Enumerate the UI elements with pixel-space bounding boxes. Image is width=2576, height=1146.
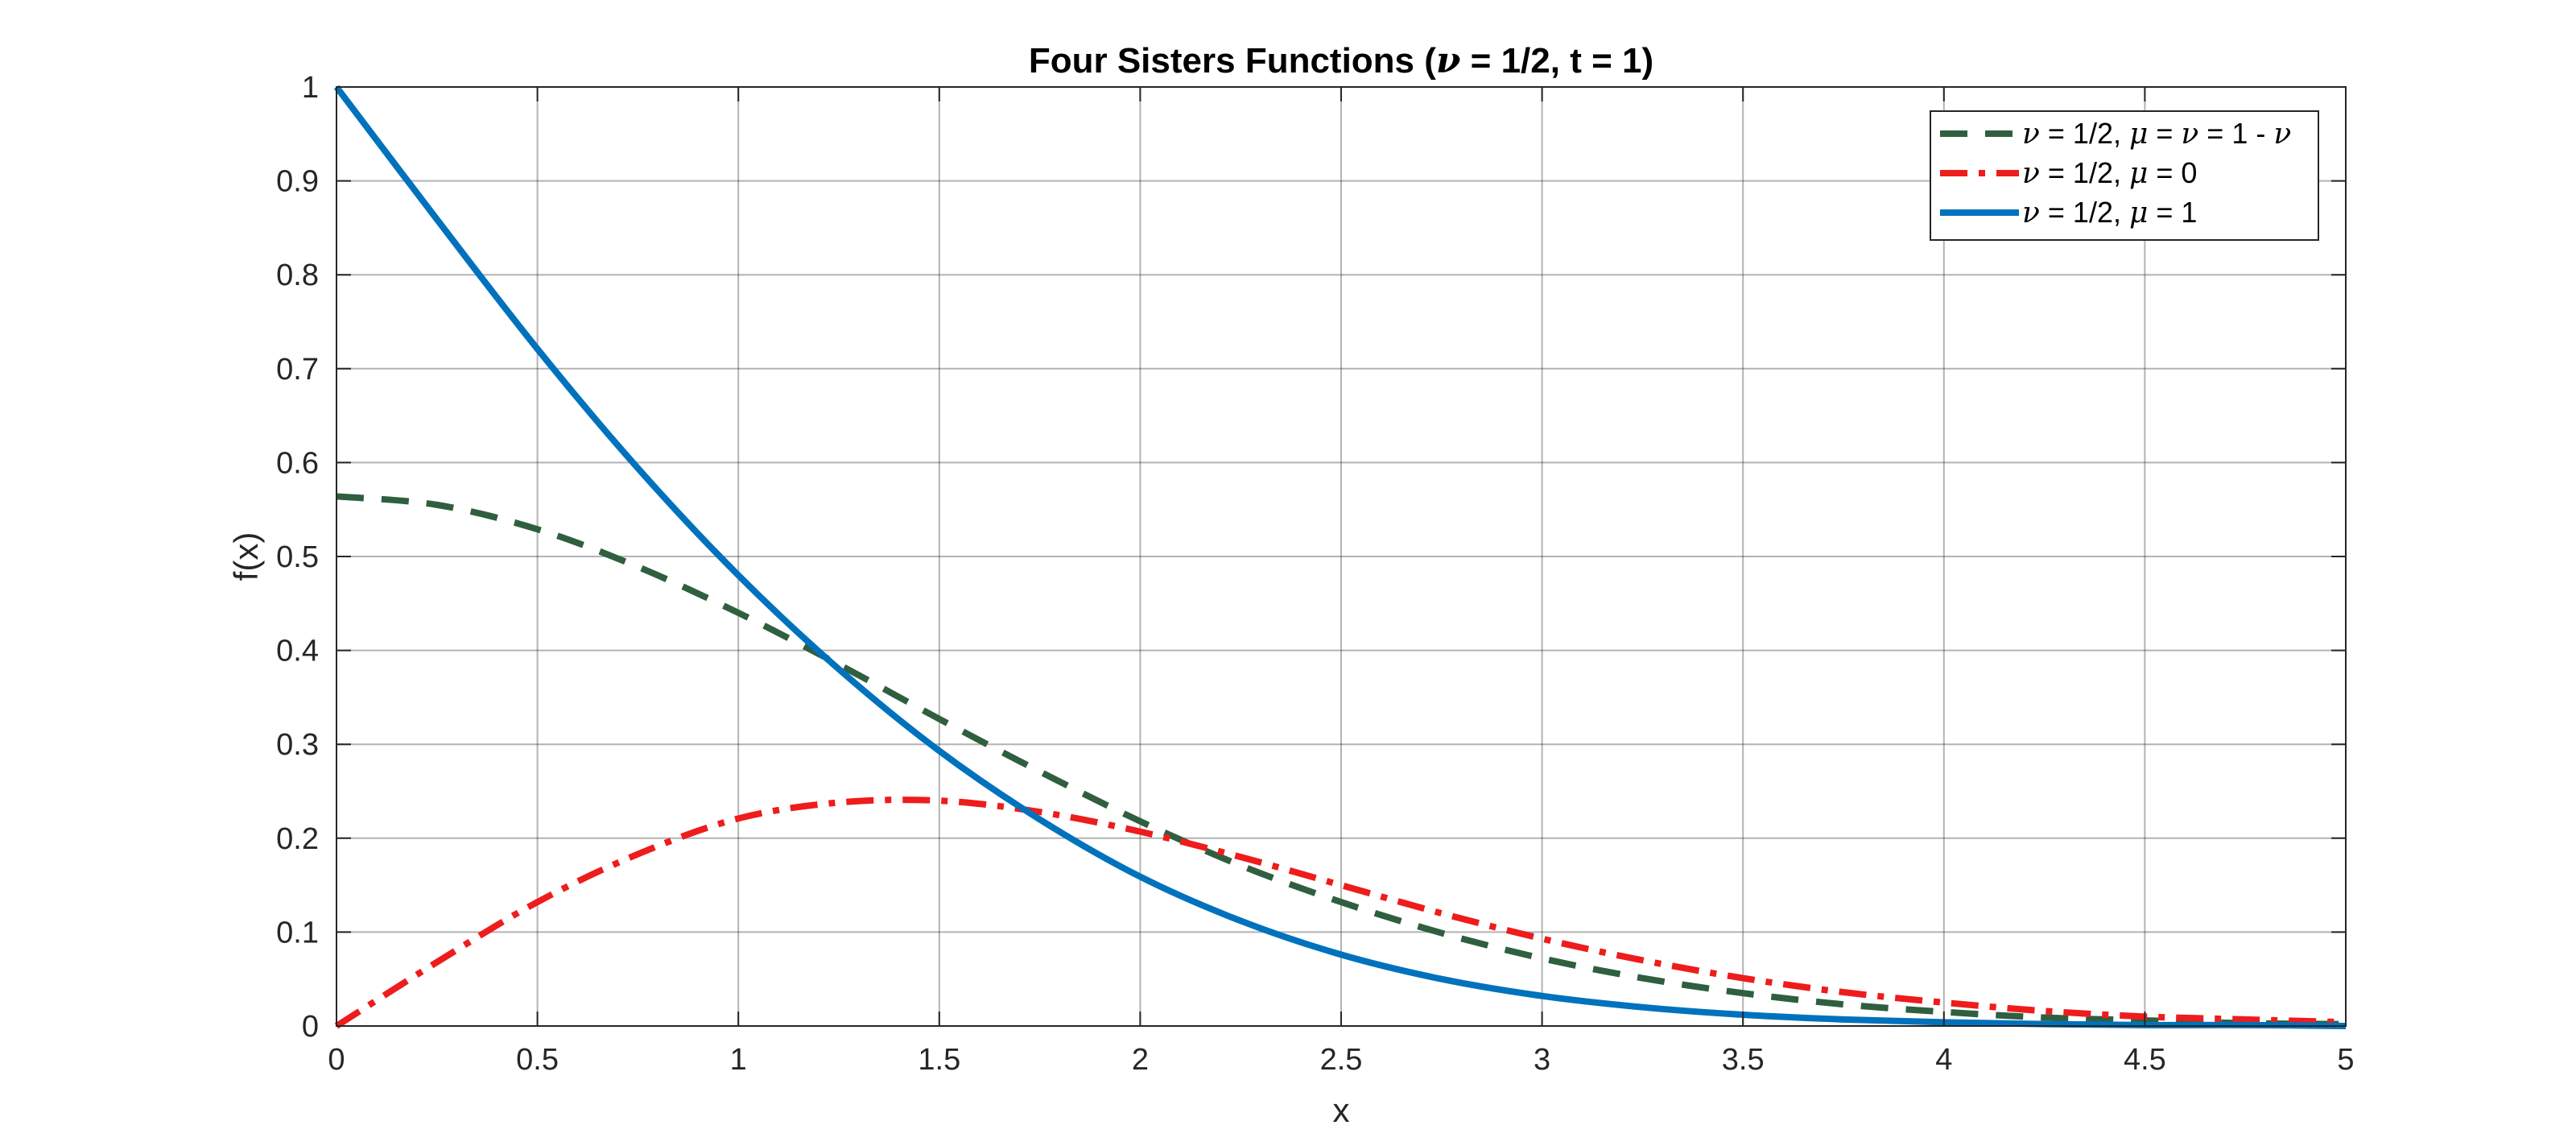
legend-label-part: = 1 - — [2198, 117, 2273, 150]
y-tick-label: 0.1 — [276, 916, 319, 949]
grid — [336, 87, 2346, 1026]
chart-title: Four Sisters Functions (ν = 1/2, t = 1) — [1029, 40, 1653, 81]
legend-label-part: ν — [2022, 118, 2040, 151]
x-tick-label: 5 — [2337, 1043, 2354, 1077]
series-line-1 — [336, 493, 2347, 1028]
y-tick-label: 0 — [302, 1010, 319, 1044]
y-tick-label: 0.6 — [276, 446, 319, 480]
legend: ν = 1/2, μ = ν = 1 - νν = 1/2, μ = 0ν = … — [1930, 110, 2319, 241]
x-tick-label: 2 — [1132, 1043, 1149, 1077]
y-tick-label: 0.7 — [276, 353, 319, 387]
x-tick-label: 1 — [730, 1043, 747, 1077]
x-tick-label: 4 — [1935, 1043, 1952, 1077]
x-tick-label: 0 — [328, 1043, 345, 1077]
legend-label-1: ν = 1/2, μ = ν = 1 - ν — [2022, 117, 2291, 151]
y-tick-label: 1 — [302, 71, 319, 105]
legend-label-part: = — [2148, 117, 2181, 150]
legend-label-part: μ — [2129, 157, 2148, 190]
plot-area — [336, 87, 2346, 1026]
x-tick-label: 0.5 — [516, 1043, 559, 1077]
legend-label-part: ν — [2022, 197, 2040, 230]
legend-label-part: ν — [2181, 118, 2198, 151]
x-axis-label: x — [1333, 1091, 1350, 1129]
legend-label-part: ν — [2022, 157, 2040, 190]
series-line-3 — [333, 85, 2347, 1029]
y-tick-label: 0.2 — [276, 822, 319, 856]
legend-label-part: μ — [2129, 118, 2148, 151]
y-tick-label: 0.4 — [276, 635, 319, 668]
y-tick-label: 0.8 — [276, 259, 319, 292]
legend-label-part: ν — [2273, 118, 2291, 151]
x-tick-label: 2.5 — [1320, 1043, 1363, 1077]
title-part: = 1/2, t = 1) — [1460, 41, 1653, 81]
ticks: 0 0.5 1 1.5 2 2.5 3 3.5 4 4.5 5 0 0.1 0.2 0.3 0.4 0.5 0.6… — [276, 71, 2354, 1077]
title-part: Four Sisters Functions ( — [1029, 41, 1436, 81]
legend-label-part: = 1/2, — [2040, 156, 2129, 189]
y-tick-label: 0.3 — [276, 728, 319, 762]
x-tick-label: 4.5 — [2124, 1043, 2166, 1077]
series-group — [333, 85, 2347, 1029]
y-axis-label: f(x) — [227, 532, 265, 581]
legend-label-part: = 1/2, — [2040, 117, 2129, 150]
legend-label-part: = 0 — [2148, 156, 2197, 189]
legend-label-part: = 1 — [2148, 196, 2197, 229]
y-tick-label: 0.9 — [276, 165, 319, 199]
x-tick-label: 1.5 — [918, 1043, 960, 1077]
title-part: ν — [1436, 40, 1461, 81]
legend-label-2: ν = 1/2, μ = 0 — [2022, 156, 2197, 190]
x-tick-label: 3.5 — [1722, 1043, 1765, 1077]
legend-label-3: ν = 1/2, μ = 1 — [2022, 196, 2197, 230]
y-tick-label: 0.5 — [276, 540, 319, 574]
legend-label-part: μ — [2129, 197, 2148, 230]
x-tick-label: 3 — [1534, 1043, 1550, 1077]
series-line-2 — [334, 796, 2347, 1029]
legend-label-part: = 1/2, — [2040, 196, 2129, 229]
